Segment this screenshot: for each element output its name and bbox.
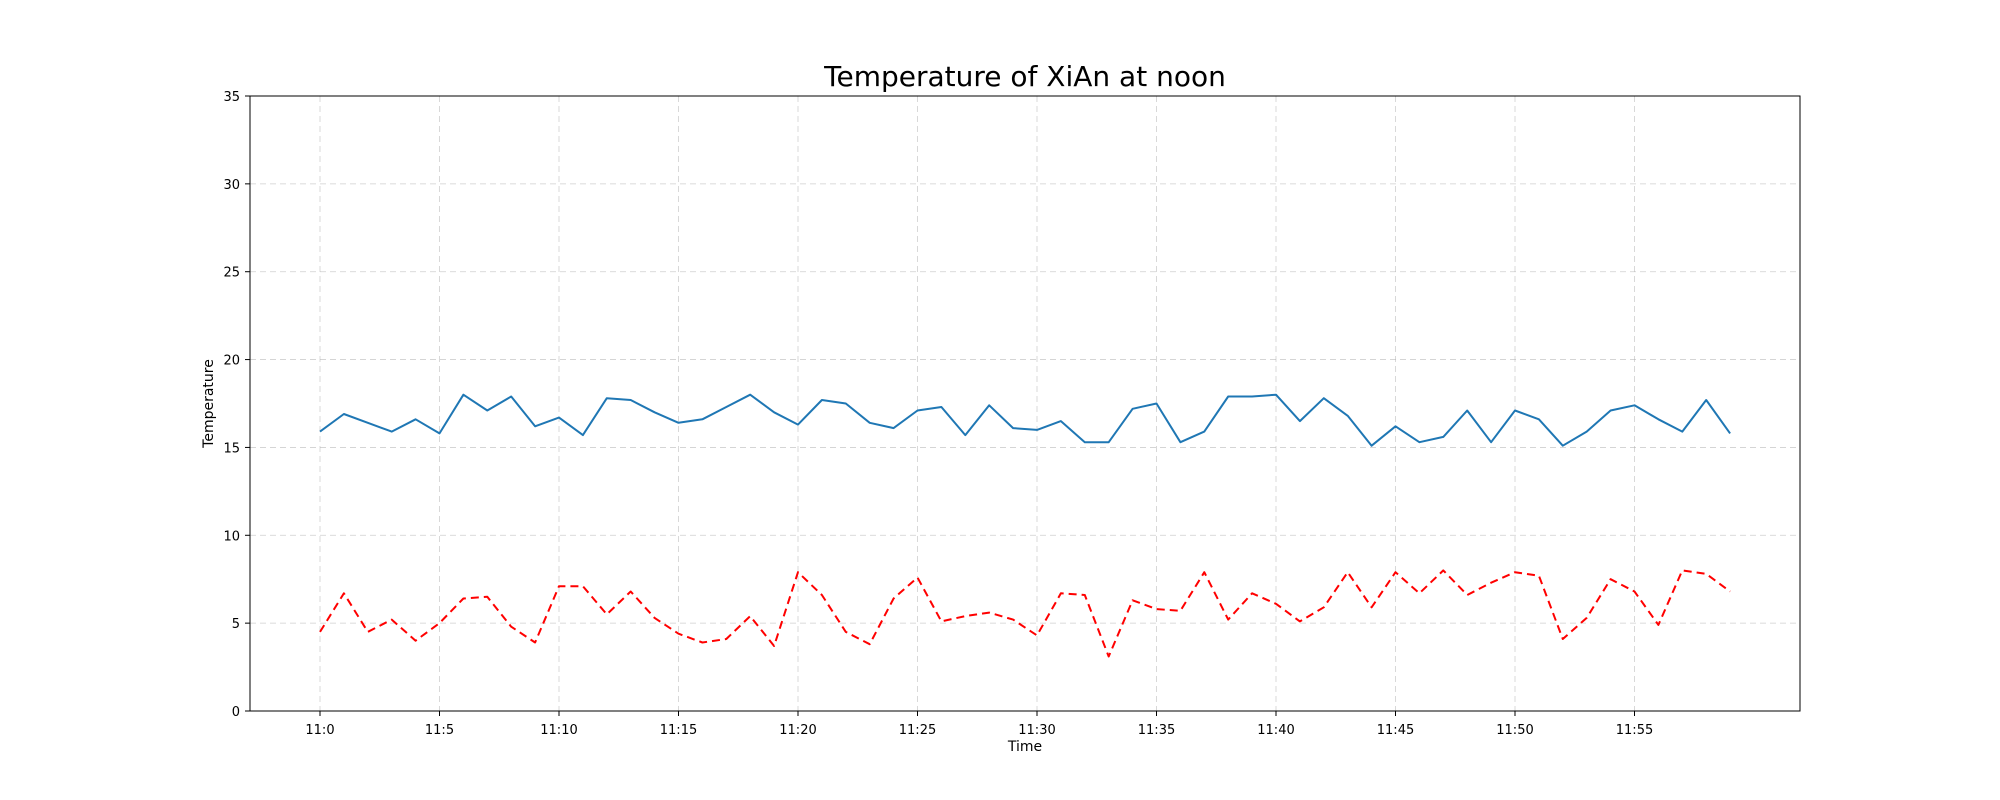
plot-frame [249, 95, 1801, 712]
y-tick-label: 5 [232, 617, 240, 632]
x-tick-label: 11:5 [425, 723, 454, 738]
x-tick-label: 11:20 [779, 723, 816, 738]
y-tick-label: 35 [223, 90, 240, 105]
y-tick-label: 20 [223, 354, 240, 369]
x-tick-label: 11:15 [660, 723, 697, 738]
x-tick-label: 11:35 [1138, 723, 1175, 738]
series-line-2 [319, 569, 1731, 658]
y-axis-label: Temperature [201, 359, 217, 449]
x-tick-label: 11:40 [1257, 723, 1294, 738]
chart-title: Temperature of XiAn at noon [823, 60, 1226, 93]
y-tick-label: 10 [223, 529, 240, 544]
y-tick-label: 25 [223, 266, 240, 281]
x-tick-label: 11:30 [1018, 723, 1055, 738]
x-tick-label: 11:55 [1616, 723, 1653, 738]
x-axis-label: Time [1007, 739, 1042, 755]
grid-layer [250, 96, 1800, 711]
x-tick-label: 11:25 [899, 723, 936, 738]
x-tick-label: 11:50 [1496, 723, 1533, 738]
x-tick-label: 11:45 [1377, 723, 1414, 738]
y-tick-label: 15 [223, 441, 240, 456]
series-layer [319, 393, 1731, 658]
ticks-layer: 0 5 10 15 20 25 30 35 11:0 11:5 11:10 11:15 11:20 11:… [223, 90, 1653, 738]
series-line-1 [319, 393, 1731, 447]
x-tick-label: 11:10 [540, 723, 577, 738]
y-tick-label: 0 [232, 705, 240, 720]
y-tick-label: 30 [223, 178, 240, 193]
x-tick-label: 11:0 [305, 723, 334, 738]
